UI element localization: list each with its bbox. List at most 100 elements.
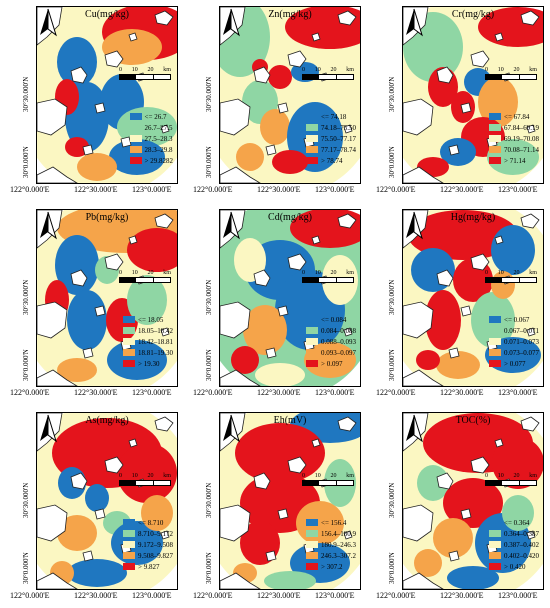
land-mass (160, 327, 170, 337)
land-mass (448, 550, 460, 562)
longitude-label: 122°0.000'E (376, 388, 416, 397)
scale-tick-label: 10 (497, 67, 504, 73)
legend-entry: 8.710–9.172 (123, 528, 173, 539)
legend-swatch (306, 157, 318, 164)
land-mass (403, 369, 444, 386)
scale-bar: 0 10 20 km (119, 270, 171, 283)
interpolation-map (220, 413, 360, 589)
latitude-label: 30°0.000'N (388, 146, 396, 178)
scale-tick-label: 10 (131, 473, 138, 479)
land-mass (494, 235, 504, 245)
land-mass (494, 32, 504, 42)
land-mass (220, 166, 261, 183)
map-title: Pb(mg/kg) (85, 212, 129, 223)
land-mass (220, 572, 261, 589)
land-mass (287, 456, 307, 474)
scale-tick-label: 20 (330, 67, 337, 73)
contour-zone (77, 153, 117, 181)
north-arrow-icon (406, 414, 423, 443)
scale-tick-label: km (346, 473, 354, 479)
land-mass (265, 550, 277, 562)
latitude-label: 30°30.000'N (388, 76, 396, 112)
legend-entry: 0.364–0.387 (489, 528, 539, 539)
legend-label: 156.4–180.9 (321, 529, 356, 538)
legend-label: 27.5–28.3 (144, 134, 173, 143)
land-mass (104, 50, 124, 68)
map-title: TOC(%) (455, 415, 491, 426)
legend-label: 18.05–18.42 (138, 326, 173, 335)
longitude-label: 123°0.000'E (132, 185, 172, 194)
latitude-label: 30°30.000'N (22, 482, 30, 518)
legend: <= 8.710 8.710–9.172 9.172–9.508 9.508–9.82… (123, 517, 173, 572)
map-panel: Cd(mg/kg) 0 10 20 km <= 0.084 0.084–0.088 0.088… (183, 203, 366, 405)
legend-entry: <= 0.067 (489, 314, 539, 325)
north-arrow-icon (223, 211, 240, 240)
scale-tick-label: 10 (131, 67, 138, 73)
legend-entry: > 0.097 (306, 358, 356, 369)
legend-label: 0.088–0.093 (321, 337, 356, 346)
legend-label: <= 156.4 (321, 518, 347, 527)
legend-swatch (306, 135, 318, 142)
longitude-label: 123°0.000'E (498, 185, 538, 194)
scale-tick-label: km (529, 473, 537, 479)
longitude-label: 122°30.000'E (440, 388, 484, 397)
legend-swatch (489, 338, 501, 345)
scale-tick-label: 20 (330, 270, 337, 276)
legend-label: <= 26.7 (144, 112, 167, 121)
scale-bar: 0 10 20 km (302, 473, 354, 486)
legend-entry: 0.093–0.097 (306, 347, 356, 358)
legend-swatch (489, 157, 501, 164)
legend-label: 0.402–0.420 (504, 551, 539, 560)
legend-entry: > 307.2 (306, 561, 356, 572)
legend-label: <= 0.067 (504, 315, 530, 324)
north-arrow-icon (40, 414, 57, 443)
legend-entry: > 29.8282 (129, 155, 173, 166)
longitude-label: 122°0.000'E (376, 185, 416, 194)
legend-swatch (129, 135, 142, 142)
scale-bar: 0 10 20 km (485, 270, 537, 283)
legend-entry: 18.42–18.81 (123, 336, 173, 347)
legend-label: 69.19–70.08 (504, 134, 539, 143)
legend-entry: 0.071–0.073 (489, 336, 539, 347)
legend-label: <= 8.710 (138, 518, 164, 527)
legend-label: 18.42–18.81 (138, 337, 173, 346)
legend-label: > 0.097 (321, 359, 343, 368)
map-panel: Cr(mg/kg) 0 10 20 km <= 67.84 67.84–69.19 69.19… (366, 0, 549, 202)
land-mass (120, 136, 132, 148)
latitude-label: 30°30.000'N (388, 279, 396, 315)
legend-swatch (123, 338, 135, 345)
contour-zone (436, 351, 480, 379)
legend-label: 9.172–9.508 (138, 540, 173, 549)
land-mass (460, 508, 472, 520)
land-mass (343, 124, 353, 134)
contour-zone (255, 363, 305, 386)
contour-zone (127, 228, 177, 272)
latitude-label: 30°0.000'N (388, 349, 396, 381)
land-mass (37, 504, 68, 542)
land-mass (520, 213, 540, 229)
legend-entry: 0.084–0.088 (306, 325, 356, 336)
longitude-label: 123°0.000'E (498, 388, 538, 397)
legend-label: 8.710–9.172 (138, 529, 173, 538)
latitude-label: 30°30.000'N (205, 76, 213, 112)
contour-zone (127, 275, 167, 325)
contour-zone (447, 566, 499, 589)
longitude-label: 122°0.000'E (193, 591, 233, 600)
legend-swatch (489, 563, 501, 570)
land-mass (494, 438, 504, 448)
legend-label: 74.18–75.50 (321, 123, 356, 132)
contour-zone (414, 549, 442, 577)
contour-zone (260, 109, 290, 145)
land-mass (265, 347, 277, 359)
legend-swatch (489, 113, 501, 120)
latitude-label: 30°0.000'N (205, 349, 213, 381)
legend-entry: 67.84–69.19 (489, 122, 539, 133)
legend-entry: <= 0.084 (306, 314, 356, 325)
land-mass (448, 144, 460, 156)
legend-entry: <= 8.710 (123, 517, 173, 528)
contour-zone (67, 559, 127, 587)
legend-label: > 29.8282 (144, 156, 173, 165)
land-mass (526, 124, 536, 134)
legend-entry: 74.18–75.50 (306, 122, 356, 133)
scale-tick-label: 0 (485, 67, 488, 73)
